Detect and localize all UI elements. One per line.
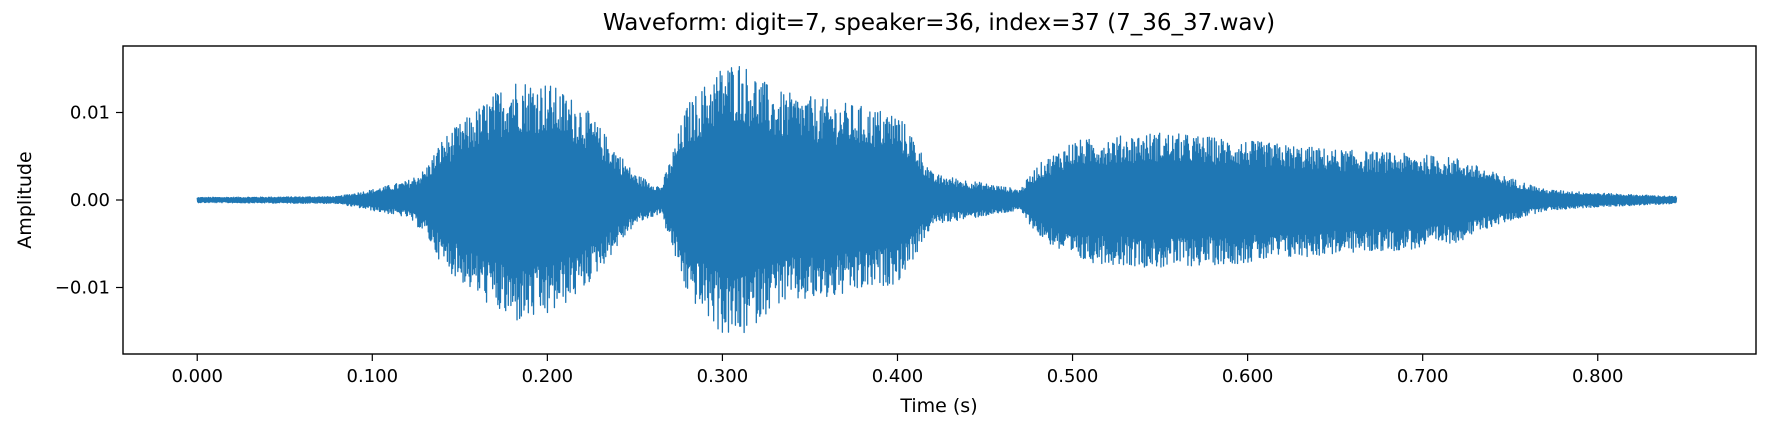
x-tick-label: 0.700 <box>1397 366 1449 387</box>
x-tick-label: 0.300 <box>697 366 749 387</box>
y-tick-label: 0.01 <box>70 103 110 124</box>
waveform-series <box>196 66 1678 334</box>
x-tick-label: 0.000 <box>171 366 223 387</box>
x-tick-label: 0.100 <box>347 366 399 387</box>
waveform-line <box>196 66 1678 334</box>
y-axis-label: Amplitude <box>14 151 36 248</box>
y-tick-label: 0.00 <box>70 190 110 211</box>
x-axis-label: Time (s) <box>899 395 977 417</box>
y-axis: 0.01 0.00 −0.01 <box>55 103 123 299</box>
y-tick-label: −0.01 <box>55 278 110 299</box>
x-tick-label: 0.600 <box>1222 366 1274 387</box>
x-tick-label: 0.200 <box>522 366 574 387</box>
chart-title: Waveform: digit=7, speaker=36, index=37 … <box>603 10 1275 36</box>
x-tick-label: 0.800 <box>1572 366 1624 387</box>
x-tick-label: 0.400 <box>872 366 924 387</box>
x-tick-label: 0.500 <box>1047 366 1099 387</box>
x-axis: 0.000 0.100 0.200 0.300 0.400 0.500 0.600 0.700… <box>171 354 1624 387</box>
